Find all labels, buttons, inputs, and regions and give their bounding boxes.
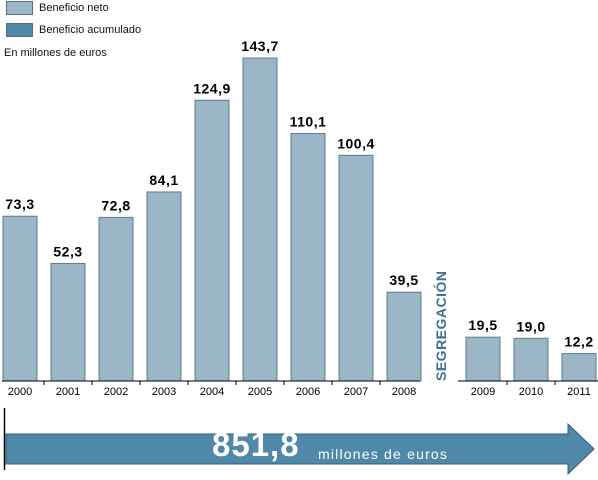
value-labels-group: 73,3 52,3 72,8 84,1 124,9 143,7 110,1 100,4 39,5… (5, 38, 593, 350)
tick-label-2008: 2008 (392, 386, 416, 398)
bar-2000 (2, 215, 38, 382)
value-label-2010: 19,0 (516, 318, 545, 334)
value-label-2011: 12,2 (564, 334, 593, 350)
value-label-2004: 124,9 (193, 80, 231, 96)
total-value: 851,8 (212, 426, 300, 463)
bar-2010 (513, 337, 549, 382)
bar-2004 (194, 99, 230, 382)
bar-2001 (50, 262, 86, 382)
tick-label-2004: 2004 (200, 386, 224, 398)
bar-2006 (290, 133, 326, 382)
tick-label-2000: 2000 (8, 386, 32, 398)
tick-label-2010: 2010 (519, 386, 543, 398)
legend-swatch-net (6, 1, 33, 15)
bar-2002 (98, 216, 134, 382)
legend-swatch-accumulated (6, 23, 33, 37)
tick-label-2005: 2005 (248, 386, 272, 398)
bars-group (2, 57, 597, 382)
value-label-2006: 110,1 (290, 114, 327, 130)
value-label-2000: 73,3 (5, 196, 34, 212)
tick-labels-group: 2000 2001 2002 2003 2004 2005 2006 2007 2008 2009… (8, 386, 591, 398)
tick-label-2007: 2007 (344, 386, 368, 398)
value-label-2005: 143,7 (241, 38, 279, 54)
cumulative-arrow (5, 422, 595, 476)
total-unit: millones de euros (318, 446, 449, 462)
value-label-2003: 84,1 (149, 172, 178, 188)
value-label-2002: 72,8 (101, 197, 130, 213)
bar-2011 (561, 353, 597, 382)
value-label-2009: 19,5 (468, 317, 497, 333)
tick-marks-group (43, 381, 556, 385)
value-label-2001: 52,3 (53, 243, 82, 259)
tick-label-2006: 2006 (296, 386, 320, 398)
unit-note: En millones de euros (4, 47, 107, 59)
tick-label-2003: 2003 (152, 386, 176, 398)
legend-label-accumulated: Beneficio acumulado (39, 24, 142, 36)
legend-label-net: Beneficio neto (39, 2, 109, 14)
value-label-2008: 39,5 (389, 272, 418, 288)
segregation-label: SEGREGACIÓN (432, 270, 449, 381)
bar-2007 (338, 154, 374, 382)
tick-label-2001: 2001 (56, 386, 80, 398)
bar-2003 (146, 191, 182, 382)
tick-label-2009: 2009 (471, 386, 495, 398)
bar-2005 (242, 57, 278, 382)
bar-2009 (465, 336, 501, 382)
bar-2008 (386, 291, 422, 382)
tick-label-2002: 2002 (104, 386, 128, 398)
tick-label-2011: 2011 (567, 386, 591, 398)
value-label-2007: 100,4 (337, 135, 375, 151)
